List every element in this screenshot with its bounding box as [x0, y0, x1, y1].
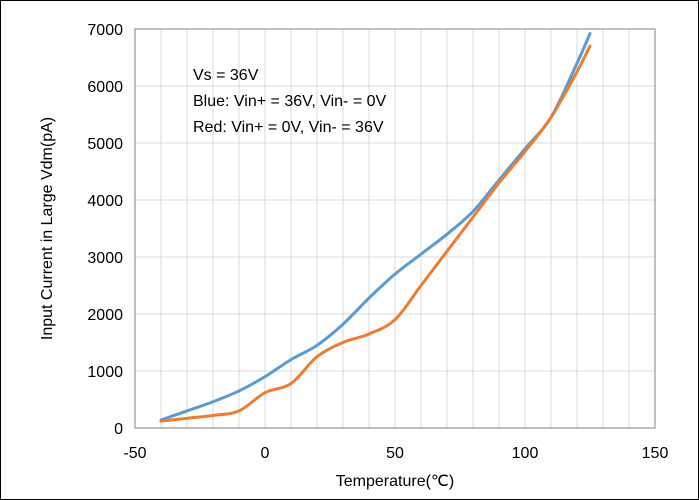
x-tick-label: 0 [261, 445, 270, 462]
annotation-blue: Blue: Vin+ = 36V, Vin- = 0V [193, 93, 387, 110]
series-line-red [159, 44, 592, 423]
y-tick-labels: 0 1000 2000 3000 4000 5000 6000 7000 [87, 22, 123, 438]
grid-lines [134, 28, 656, 429]
y-tick-label: 6000 [87, 79, 123, 96]
y-tick-label: 0 [114, 421, 123, 438]
x-tick-label: -50 [123, 445, 146, 462]
y-tick-label: 2000 [87, 307, 123, 324]
x-tick-label: 100 [512, 445, 539, 462]
y-tick-label: 5000 [87, 136, 123, 153]
x-tick-labels: -50 0 50 100 150 [123, 445, 668, 462]
series-line-blue [159, 32, 592, 422]
y-tick-label: 3000 [87, 250, 123, 267]
y-tick-label: 7000 [87, 22, 123, 39]
y-tick-label: 1000 [87, 364, 123, 381]
series-group [159, 32, 592, 423]
y-axis-title: Input Current in Large Vdm(pA) [39, 117, 56, 340]
x-axis-title: Temperature(℃) [336, 473, 454, 490]
plot-area-border [134, 28, 656, 429]
y-tick-label: 4000 [87, 193, 123, 210]
x-tick-label: 150 [642, 445, 669, 462]
x-tick-label: 50 [386, 445, 404, 462]
annotation-red: Red: Vin+ = 0V, Vin- = 36V [193, 119, 384, 136]
annotation-vs: Vs = 36V [193, 67, 259, 84]
